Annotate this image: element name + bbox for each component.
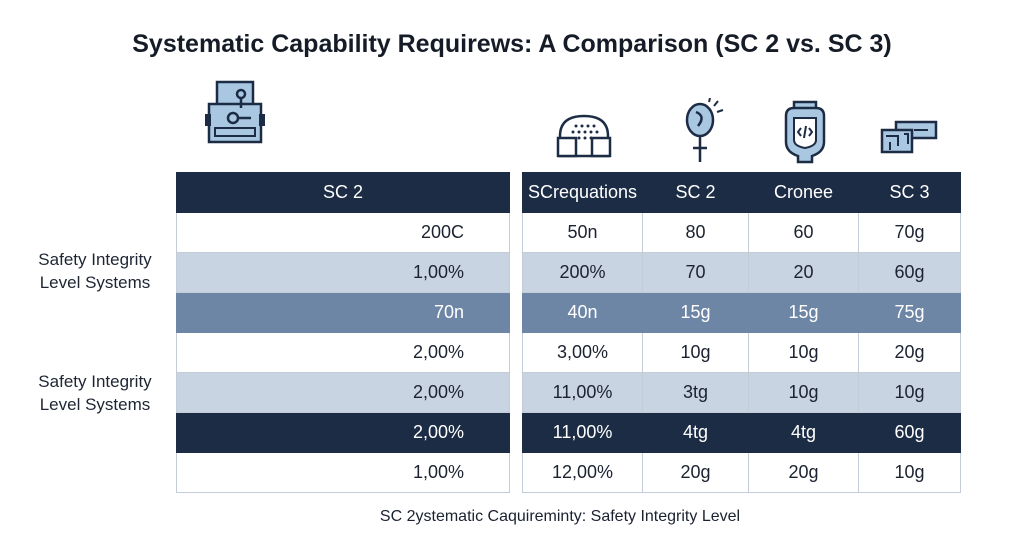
right-table-cell: 60g (858, 252, 961, 293)
gauge-icon (784, 100, 826, 164)
left-table-header-row: SC 2 (176, 172, 510, 213)
left-table-cell: 1,00% (176, 252, 510, 293)
right-table-cell: 12,00% (522, 452, 643, 493)
left-table-header: SC 2 (176, 172, 510, 213)
table-row: 2,00% (176, 412, 510, 453)
right-table-cell: 11,00% (522, 412, 643, 453)
right-table-cell: 40n (522, 292, 643, 333)
circuit-icon (880, 120, 938, 154)
bulb-icon (685, 98, 724, 162)
table-row: 1,00% (176, 252, 510, 293)
right-table-cell: 10g (748, 372, 859, 413)
right-table-cell: 4tg (642, 412, 749, 453)
right-table-cell: 60g (858, 412, 961, 453)
table-row: 1,00% (176, 452, 510, 493)
right-table-cell: 75g (858, 292, 961, 333)
right-table-cell: 15g (748, 292, 859, 333)
right-table-header-2: SC 2 (642, 172, 749, 213)
left-table-cell: 200C (176, 212, 510, 253)
right-table-cell: 10g (858, 372, 961, 413)
table-row: 11,00% 4tg 4tg 60g (522, 412, 961, 453)
right-table-cell: 20 (748, 252, 859, 293)
right-table-cell: 20g (748, 452, 859, 493)
table-row: 11,00% 3tg 10g 10g (522, 372, 961, 413)
right-table-cell: 20g (642, 452, 749, 493)
document-icon (205, 80, 265, 144)
right-table-header-3: Cronee (748, 172, 859, 213)
table-row: 50n 80 60 70g (522, 212, 961, 253)
right-table-cell: 10g (748, 332, 859, 373)
row-group-label-2-line-1: Safety Integrity (38, 372, 152, 391)
left-table-cell: 2,00% (176, 372, 510, 413)
left-table-cell: 2,00% (176, 412, 510, 453)
right-table-cell: 70g (858, 212, 961, 253)
left-table-cell: 2,00% (176, 332, 510, 373)
table-row: 200% 70 20 60g (522, 252, 961, 293)
left-table: SC 2 200C 1,00% 70n 2,00% 2,00% 2,00% 1,00% (176, 172, 510, 493)
right-table-cell: 50n (522, 212, 643, 253)
right-table-cell: 10g (858, 452, 961, 493)
caption: SC 2ystematic Caquireminty: Safety Integ… (379, 508, 741, 525)
right-table-cell: 70 (642, 252, 749, 293)
right-table-header-1: SCrequations (522, 172, 643, 213)
table-row: 2,00% (176, 372, 510, 413)
right-table-cell: 3tg (642, 372, 749, 413)
row-group-label-2: Safety Integrity Level Systems (20, 370, 170, 416)
table-row: 3,00% 10g 10g 20g (522, 332, 961, 373)
table-row: 2,00% (176, 332, 510, 373)
building-icon (556, 114, 612, 158)
row-group-label-1: Safety Integrity Level Systems (20, 248, 170, 294)
table-row: 200C (176, 212, 510, 253)
right-table: SCrequations SC 2 Cronee SC 3 50n 80 60 70g 200%… (522, 172, 961, 493)
right-table-cell: 20g (858, 332, 961, 373)
right-table-header-4: SC 3 (858, 172, 961, 213)
row-group-label-1-line-1: Safety Integrity (38, 250, 152, 269)
left-table-cell: 1,00% (176, 452, 510, 493)
table-row: 40n 15g 15g 75g (522, 292, 961, 333)
right-table-cell: 10g (642, 332, 749, 373)
table-row: 70n (176, 292, 510, 333)
page-title: Systematic Capability Requirews: A Compa… (132, 30, 892, 58)
row-group-label-2-line-2: Level Systems (39, 395, 151, 414)
row-group-label-1-line-2: Level Systems (39, 273, 151, 292)
right-table-cell: 15g (642, 292, 749, 333)
table-row: 12,00% 20g 20g 10g (522, 452, 961, 493)
right-table-header-row: SCrequations SC 2 Cronee SC 3 (522, 172, 961, 213)
left-table-cell: 70n (176, 292, 510, 333)
right-table-cell: 60 (748, 212, 859, 253)
right-table-cell: 80 (642, 212, 749, 253)
right-table-cell: 11,00% (522, 372, 643, 413)
right-table-cell: 4tg (748, 412, 859, 453)
right-table-cell: 200% (522, 252, 643, 293)
right-table-cell: 3,00% (522, 332, 643, 373)
